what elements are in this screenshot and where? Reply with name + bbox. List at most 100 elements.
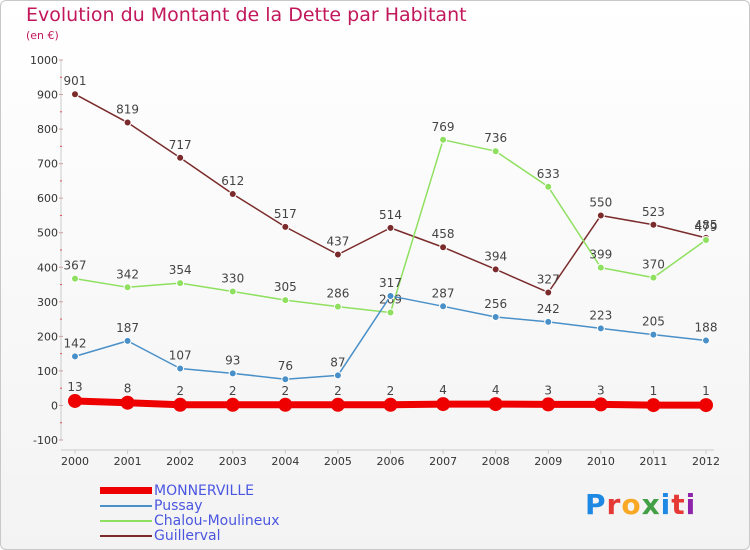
data-point [71, 90, 79, 99]
data-point [333, 250, 342, 259]
data-point [593, 397, 608, 412]
data-point [176, 364, 185, 373]
data-label: 399 [589, 248, 612, 262]
data-label: 633 [537, 167, 560, 181]
chart-subtitle: (en €) [26, 29, 59, 42]
data-point [68, 393, 82, 408]
data-label: 107 [169, 348, 192, 362]
y-tick-label: 300 [37, 296, 58, 309]
data-label: 330 [221, 271, 244, 285]
legend-label: MONNERVILLE [154, 483, 255, 499]
data-label: 458 [432, 227, 455, 241]
data-label: 287 [432, 286, 455, 300]
data-point [702, 336, 710, 345]
data-label: 342 [116, 267, 139, 281]
data-point [491, 313, 500, 322]
data-label: 3 [544, 383, 552, 397]
legend-label: Chalou-Moulineux [154, 513, 280, 529]
x-tick-label: 2002 [166, 455, 194, 468]
data-point [646, 398, 661, 413]
data-point [649, 220, 658, 229]
data-label: 514 [379, 208, 402, 222]
data-point [281, 375, 290, 384]
y-tick-label: 800 [37, 123, 58, 136]
data-label: 76 [278, 359, 293, 373]
data-label: 2 [176, 384, 184, 398]
data-label: 242 [537, 302, 560, 316]
data-point [173, 397, 188, 412]
x-tick-label: 2011 [639, 455, 667, 468]
proxiti-logo: Proxiti [585, 488, 696, 521]
legend-swatch [100, 535, 152, 537]
data-label: 394 [484, 249, 507, 263]
data-label: 769 [432, 120, 455, 134]
legend-swatch [100, 520, 152, 522]
data-label: 188 [695, 321, 718, 335]
data-label: 305 [274, 280, 297, 294]
data-label: 717 [169, 138, 192, 152]
data-label: 612 [221, 174, 244, 188]
data-label: 93 [225, 353, 240, 367]
x-tick-label: 2001 [114, 455, 142, 468]
x-tick-label: 2006 [377, 455, 405, 468]
data-label: 317 [379, 276, 402, 290]
data-point [386, 223, 395, 232]
data-label: 1 [650, 384, 658, 398]
logo-letter: P [585, 488, 607, 521]
x-tick-label: 2004 [271, 455, 299, 468]
chart-title: Evolution du Montant de la Dette par Hab… [26, 4, 467, 26]
data-point [439, 243, 448, 252]
data-label: 13 [67, 380, 82, 394]
logo-letter: i [660, 488, 672, 521]
data-label: 2 [334, 384, 342, 398]
x-tick-label: 2012 [692, 455, 720, 468]
data-point [386, 291, 395, 300]
x-tick-label: 2000 [61, 455, 89, 468]
data-label: 327 [537, 272, 560, 286]
data-label: 2 [282, 384, 290, 398]
data-point [281, 222, 290, 231]
data-point [228, 369, 237, 378]
data-point [333, 371, 342, 380]
data-label: 736 [484, 131, 507, 145]
data-label: 437 [326, 234, 349, 248]
x-tick-label: 2007 [429, 455, 457, 468]
data-point [436, 397, 451, 412]
legend-label: Pussay [154, 498, 203, 514]
data-point [228, 287, 237, 296]
data-point [123, 336, 132, 345]
y-tick-label: 700 [37, 158, 58, 171]
data-label: 205 [642, 315, 665, 329]
data-label: 550 [589, 195, 612, 209]
logo-letter: o [621, 488, 642, 521]
data-point [491, 265, 500, 274]
x-tick-label: 2003 [219, 455, 247, 468]
data-point [439, 135, 448, 144]
data-label: 142 [64, 336, 87, 350]
data-point [596, 211, 605, 220]
y-tick-label: 200 [37, 330, 58, 343]
y-tick-label: 1000 [30, 54, 58, 67]
data-label: 223 [589, 308, 612, 322]
data-label: 256 [484, 297, 507, 311]
data-label: 354 [169, 263, 192, 277]
data-label: 819 [116, 103, 139, 117]
legend-label: Guillerval [154, 528, 221, 544]
data-point [649, 273, 658, 282]
y-tick-label: 500 [37, 227, 58, 240]
data-point [596, 263, 605, 272]
data-point [383, 397, 398, 412]
data-point [330, 397, 345, 412]
x-tick-label: 2008 [482, 455, 510, 468]
data-point [281, 296, 290, 305]
data-point [386, 308, 395, 317]
data-label: 3 [597, 383, 605, 397]
data-label: 367 [64, 259, 87, 273]
data-point [333, 302, 342, 311]
data-label: 2 [387, 384, 395, 398]
data-label: 286 [326, 287, 349, 301]
data-label: 87 [330, 355, 345, 369]
data-point [278, 397, 293, 412]
data-label: 517 [274, 207, 297, 221]
y-tick-label: -100 [33, 434, 58, 447]
